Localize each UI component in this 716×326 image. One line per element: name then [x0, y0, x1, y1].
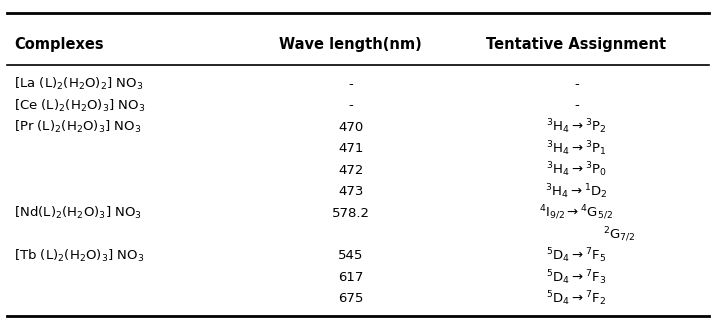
Text: $^3$H$_4\rightarrow$$^3$P$_0$: $^3$H$_4\rightarrow$$^3$P$_0$ [546, 161, 606, 179]
Text: $^4$I$_{9/2}\rightarrow$$^4$G$_{5/2}$: $^4$I$_{9/2}\rightarrow$$^4$G$_{5/2}$ [539, 204, 614, 222]
Text: [Nd(L)$_2$(H$_2$O)$_3$] NO$_3$: [Nd(L)$_2$(H$_2$O)$_3$] NO$_3$ [14, 205, 142, 221]
Text: [Ce (L)$_2$(H$_2$O)$_3$] NO$_3$: [Ce (L)$_2$(H$_2$O)$_3$] NO$_3$ [14, 97, 145, 114]
Text: -: - [349, 99, 353, 112]
Text: $^2$G$_{7/2}$: $^2$G$_{7/2}$ [603, 225, 636, 244]
Text: $^5$D$_4\rightarrow$$^7$F$_5$: $^5$D$_4\rightarrow$$^7$F$_5$ [546, 247, 606, 265]
Text: 545: 545 [338, 249, 364, 262]
Text: [Tb (L)$_2$(H$_2$O)$_3$] NO$_3$: [Tb (L)$_2$(H$_2$O)$_3$] NO$_3$ [14, 248, 145, 264]
Text: -: - [574, 99, 579, 112]
Text: 473: 473 [338, 185, 364, 198]
Text: 675: 675 [338, 292, 364, 305]
Text: Complexes: Complexes [14, 37, 104, 52]
Text: 578.2: 578.2 [332, 206, 370, 219]
Text: [La (L)$_2$(H$_2$O)$_2$] NO$_3$: [La (L)$_2$(H$_2$O)$_2$] NO$_3$ [14, 76, 144, 92]
Text: $^3$H$_4\rightarrow$$^3$P$_2$: $^3$H$_4\rightarrow$$^3$P$_2$ [546, 118, 606, 136]
Text: [Pr (L)$_2$(H$_2$O)$_3$] NO$_3$: [Pr (L)$_2$(H$_2$O)$_3$] NO$_3$ [14, 119, 142, 135]
Text: $^3$H$_4\rightarrow$$^1$D$_2$: $^3$H$_4\rightarrow$$^1$D$_2$ [545, 182, 608, 201]
Text: $^5$D$_4\rightarrow$$^7$F$_2$: $^5$D$_4\rightarrow$$^7$F$_2$ [546, 289, 606, 308]
Text: $^3$H$_4\rightarrow$$^3$P$_1$: $^3$H$_4\rightarrow$$^3$P$_1$ [546, 139, 606, 158]
Text: 470: 470 [338, 121, 364, 134]
Text: -: - [574, 78, 579, 91]
Text: 617: 617 [338, 271, 364, 284]
Text: Tentative Assignment: Tentative Assignment [486, 37, 667, 52]
Text: 471: 471 [338, 142, 364, 155]
Text: Wave length(nm): Wave length(nm) [279, 37, 422, 52]
Text: 472: 472 [338, 164, 364, 177]
Text: $^5$D$_4\rightarrow$$^7$F$_3$: $^5$D$_4\rightarrow$$^7$F$_3$ [546, 268, 606, 287]
Text: -: - [349, 78, 353, 91]
